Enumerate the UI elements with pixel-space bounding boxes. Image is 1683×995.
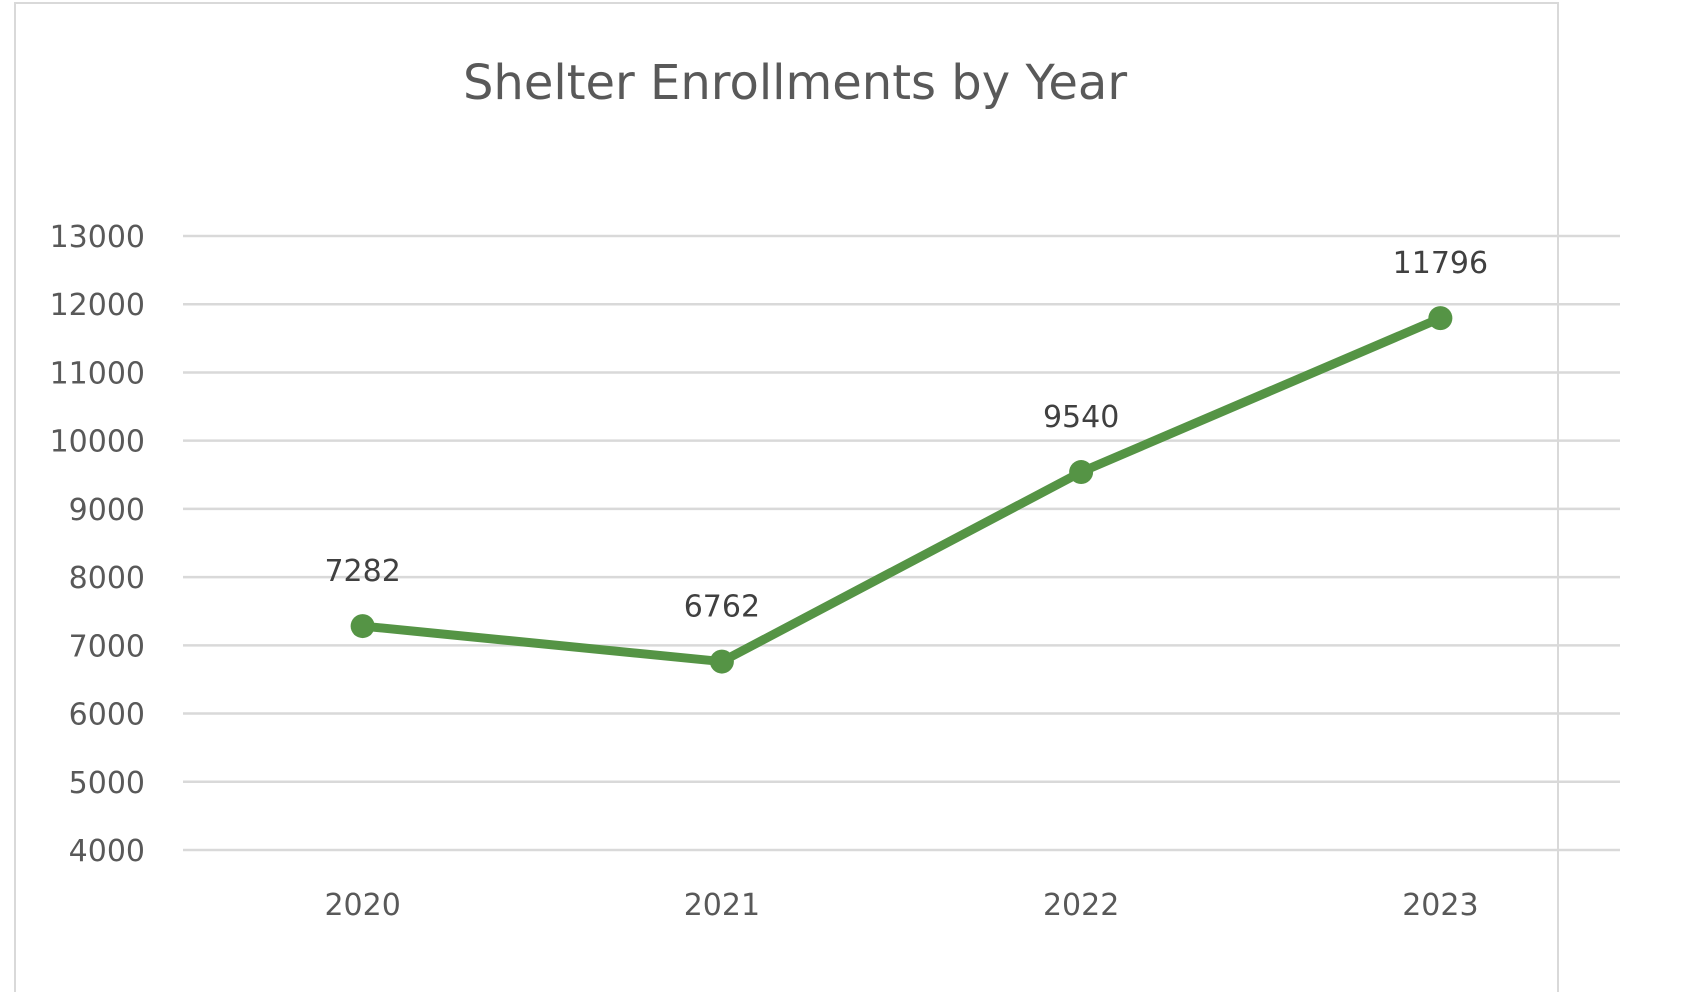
y-tick-label: 11000 bbox=[50, 356, 145, 391]
chart-title: Shelter Enrollments by Year bbox=[463, 55, 1127, 111]
y-axis-tick-labels: 4000 5000 6000 7000 8000 9000 10000 11000 12000 1… bbox=[50, 220, 145, 869]
x-tick-label: 2023 bbox=[1402, 888, 1478, 923]
data-label: 11796 bbox=[1393, 246, 1488, 281]
x-tick-label: 2021 bbox=[684, 888, 760, 923]
series-line bbox=[358, 313, 1445, 667]
y-tick-label: 6000 bbox=[69, 698, 145, 733]
y-tick-label: 5000 bbox=[69, 766, 145, 801]
y-tick-label: 9000 bbox=[69, 493, 145, 528]
data-labels: 7282 6762 9540 11796 bbox=[324, 246, 1488, 624]
series-layer bbox=[358, 313, 1445, 667]
gridlines bbox=[183, 234, 1620, 852]
data-point bbox=[709, 649, 734, 674]
data-label: 7282 bbox=[324, 554, 400, 589]
y-tick-label: 10000 bbox=[50, 425, 145, 460]
x-tick-label: 2020 bbox=[324, 888, 400, 923]
data-point bbox=[1428, 306, 1453, 331]
data-points bbox=[350, 306, 1453, 674]
y-tick-label: 7000 bbox=[69, 629, 145, 664]
x-tick-label: 2022 bbox=[1043, 888, 1119, 923]
y-tick-label: 12000 bbox=[50, 288, 145, 323]
data-point bbox=[350, 614, 375, 639]
chart-frame bbox=[14, 2, 1559, 992]
data-label: 9540 bbox=[1043, 400, 1119, 435]
y-tick-label: 8000 bbox=[69, 561, 145, 596]
data-label: 6762 bbox=[684, 590, 760, 625]
x-axis-tick-labels: 2020 2021 2022 2023 bbox=[324, 888, 1478, 923]
data-point bbox=[1069, 460, 1094, 485]
y-tick-label: 13000 bbox=[50, 220, 145, 255]
y-tick-label: 4000 bbox=[69, 834, 145, 869]
